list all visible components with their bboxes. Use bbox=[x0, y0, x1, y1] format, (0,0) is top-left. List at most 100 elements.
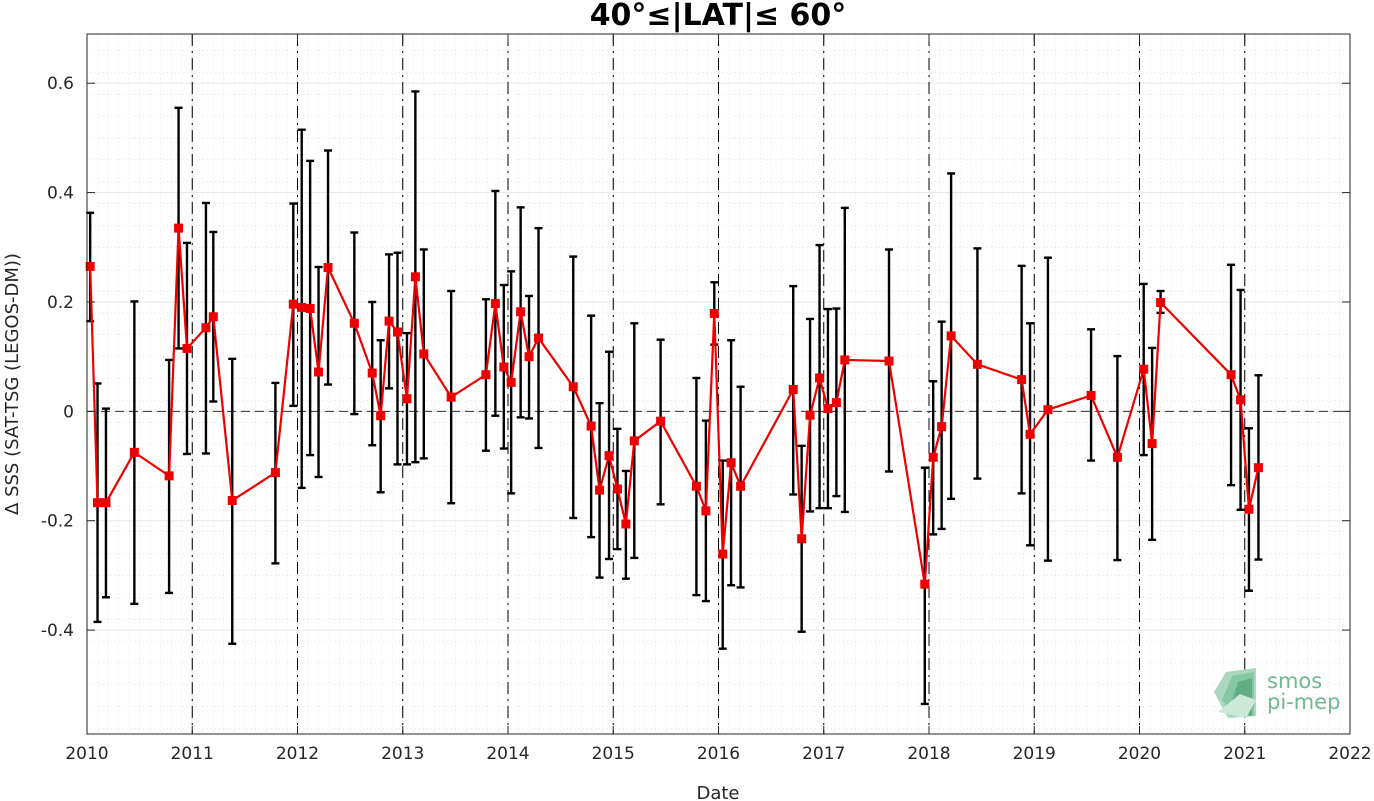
data-point bbox=[297, 302, 307, 312]
data-point bbox=[402, 394, 412, 404]
data-point bbox=[629, 436, 639, 446]
data-point bbox=[736, 481, 746, 491]
data-point bbox=[937, 422, 947, 432]
data-point bbox=[831, 398, 841, 408]
data-point bbox=[691, 481, 701, 491]
x-tick-labels: 2010 2011 2012 2013 2014 2015 2016 2017 2018 2019… bbox=[65, 744, 1371, 764]
data-point bbox=[788, 384, 798, 394]
data-point bbox=[1226, 370, 1236, 380]
y-tick-label: -0.2 bbox=[41, 512, 74, 532]
data-point bbox=[490, 299, 500, 309]
data-point bbox=[1236, 395, 1246, 405]
data-point bbox=[164, 471, 174, 481]
data-point bbox=[174, 223, 184, 233]
data-point bbox=[314, 367, 324, 377]
logo-emblem-icon bbox=[1214, 668, 1256, 718]
y-tick-label: 0.2 bbox=[47, 293, 74, 313]
x-tick-label: 2020 bbox=[1118, 744, 1161, 764]
data-point bbox=[446, 392, 456, 402]
data-point bbox=[726, 458, 736, 468]
data-point bbox=[840, 355, 850, 365]
chart-title: 40°≤|LAT|≤ 60° bbox=[590, 0, 847, 33]
y-tick-label: 0.4 bbox=[47, 184, 74, 204]
x-tick-label: 2016 bbox=[697, 744, 740, 764]
data-markers bbox=[85, 223, 1263, 589]
data-point bbox=[410, 272, 420, 282]
data-point bbox=[481, 370, 491, 380]
x-tick-label: 2012 bbox=[276, 744, 319, 764]
data-point bbox=[129, 447, 139, 457]
data-point bbox=[884, 356, 894, 366]
data-point bbox=[604, 451, 614, 461]
data-point bbox=[93, 498, 103, 508]
data-point bbox=[946, 331, 956, 341]
x-tick-label: 2015 bbox=[592, 744, 635, 764]
x-tick-label: 2018 bbox=[907, 744, 950, 764]
error-bar bbox=[393, 251, 402, 466]
data-point bbox=[516, 307, 526, 317]
data-point bbox=[367, 368, 377, 378]
data-point bbox=[612, 484, 622, 494]
data-point bbox=[376, 411, 386, 421]
smos-pimep-logo: smos pi-mep bbox=[1214, 668, 1340, 718]
data-point bbox=[920, 579, 930, 589]
data-point bbox=[305, 304, 315, 314]
data-point bbox=[701, 506, 711, 516]
data-point bbox=[534, 333, 544, 343]
data-point bbox=[972, 359, 982, 369]
data-point bbox=[1086, 390, 1096, 400]
data-point bbox=[805, 410, 815, 420]
data-point bbox=[709, 308, 719, 318]
data-point bbox=[524, 352, 534, 362]
data-point bbox=[288, 299, 298, 309]
data-point bbox=[928, 452, 938, 462]
x-tick-label: 2014 bbox=[486, 744, 529, 764]
y-tick-label: 0 bbox=[63, 402, 74, 422]
data-point bbox=[323, 263, 333, 273]
data-point bbox=[1017, 375, 1027, 385]
data-point bbox=[349, 318, 359, 328]
year-separator-lines bbox=[191, 34, 1246, 734]
x-tick-label: 2019 bbox=[1013, 744, 1056, 764]
y-tick-labels: -0.4 -0.2 0 0.2 0.4 0.6 bbox=[41, 74, 74, 641]
data-point bbox=[182, 343, 192, 353]
data-point bbox=[208, 312, 218, 322]
logo-text-pimep: pi-mep bbox=[1267, 690, 1340, 714]
data-point bbox=[815, 373, 825, 383]
data-point bbox=[392, 327, 402, 337]
x-tick-label: 2010 bbox=[65, 744, 108, 764]
data-point bbox=[1244, 504, 1254, 514]
x-tick-label: 2021 bbox=[1223, 744, 1266, 764]
data-point bbox=[85, 261, 95, 271]
data-point bbox=[1025, 429, 1035, 439]
data-point bbox=[1253, 463, 1263, 473]
data-point bbox=[270, 468, 280, 478]
data-point bbox=[823, 404, 833, 414]
data-point bbox=[201, 323, 211, 333]
x-tick-label: 2011 bbox=[171, 744, 214, 764]
data-point bbox=[621, 519, 631, 529]
data-point bbox=[1112, 452, 1122, 462]
x-tick-label: 2013 bbox=[381, 744, 424, 764]
data-point bbox=[718, 549, 728, 559]
y-tick-label: 0.6 bbox=[47, 74, 74, 94]
data-point bbox=[797, 534, 807, 544]
data-point bbox=[506, 377, 516, 387]
logo-text-smos: smos bbox=[1267, 669, 1322, 693]
data-point bbox=[656, 416, 666, 426]
y-axis-label: Δ SSS (SAT-TSG (LEGOS-DM)) bbox=[2, 253, 23, 515]
x-axis-label: Date bbox=[696, 783, 739, 801]
data-point bbox=[568, 382, 578, 392]
data-point bbox=[227, 495, 237, 505]
y-tick-label: -0.4 bbox=[41, 621, 74, 641]
data-point bbox=[101, 498, 111, 508]
data-point bbox=[1043, 405, 1053, 415]
data-point bbox=[1147, 439, 1157, 449]
x-tick-label: 2017 bbox=[802, 744, 845, 764]
x-tick-label: 2022 bbox=[1328, 744, 1371, 764]
data-point bbox=[586, 421, 596, 431]
data-point bbox=[499, 362, 509, 372]
data-point bbox=[595, 485, 605, 495]
axis-ticks bbox=[86, 34, 1351, 734]
